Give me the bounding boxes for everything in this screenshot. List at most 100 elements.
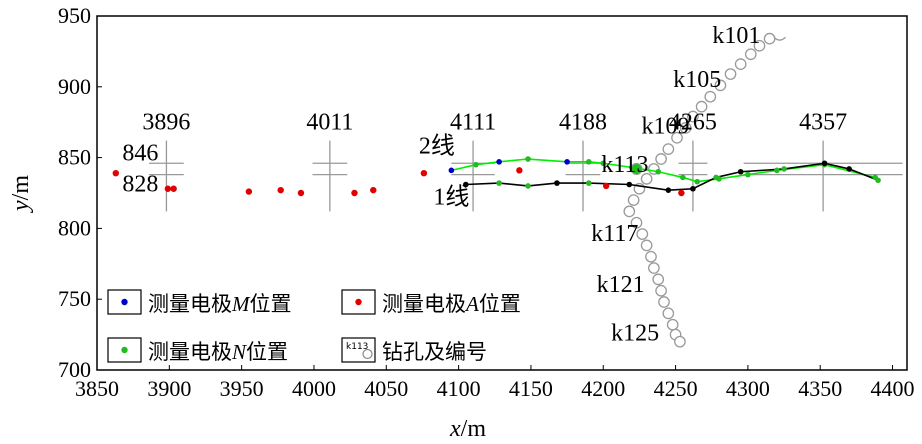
annotations: 3896 4011 4111 4188 4265 4357 k101 k105 k109 k113… <box>122 23 847 346</box>
borehole-marker <box>630 216 643 229</box>
borehole-marker <box>627 194 640 206</box>
line-2-path <box>451 158 876 183</box>
cross-label: 4111 <box>450 109 496 135</box>
x-tick-label: 4050 <box>364 376 408 401</box>
borehole-marker <box>734 58 747 70</box>
borehole-marker <box>744 48 757 61</box>
y-tick-label: 950 <box>58 3 91 28</box>
y-axis-title: y/m <box>8 175 34 213</box>
electrode-a-point <box>678 189 685 197</box>
electrode-a-point <box>602 182 610 190</box>
x-tick-label: 4400 <box>871 376 915 401</box>
borehole-marker <box>658 296 670 308</box>
line-2-point <box>585 159 592 165</box>
line-2-point <box>525 156 531 162</box>
borehole-marker <box>662 143 675 155</box>
line-1-point <box>737 168 744 175</box>
electrode-a-point <box>170 185 177 192</box>
line-1-point <box>875 177 881 184</box>
borehole-marker <box>671 131 683 144</box>
borehole-marker <box>648 262 660 274</box>
electrode-a-point <box>370 186 377 194</box>
line-1-point <box>821 160 828 167</box>
x-tick-label: 4100 <box>437 376 481 401</box>
borehole-marker <box>687 110 699 123</box>
highlight-point <box>630 162 643 176</box>
electrode-a-point <box>516 167 523 174</box>
line-1-point <box>626 181 633 188</box>
annotation-label: 828 <box>122 172 158 198</box>
borehole-marker <box>674 335 686 348</box>
legend-label: 钻孔及编号 <box>382 340 487 364</box>
legend-label: 测量电极N位置 <box>148 340 288 364</box>
cross-label: 3896 <box>142 109 190 135</box>
line-1-point <box>496 180 502 186</box>
line-2-point <box>694 178 701 185</box>
cross-label: 4188 <box>559 109 607 135</box>
borehole-label: k101 <box>712 23 760 49</box>
line-2-point <box>774 167 780 174</box>
line-1-point <box>525 183 531 189</box>
cross-label: 4265 <box>669 109 717 135</box>
borehole-label: k105 <box>673 67 721 93</box>
y-tick-label: 850 <box>58 145 91 170</box>
borehole-marker <box>662 307 675 320</box>
borehole-label: k117 <box>591 221 638 247</box>
legend-marker <box>355 298 362 306</box>
line-1-point <box>463 181 469 188</box>
borehole-label: k113 <box>601 152 648 178</box>
y-tick-label: 750 <box>58 286 91 311</box>
line-1-point <box>713 174 719 181</box>
x-tick-label: 4150 <box>509 376 553 401</box>
electrode-a-point <box>297 189 305 197</box>
y-tick-label: 800 <box>58 215 91 240</box>
legend-marker <box>121 346 128 354</box>
line-2-point <box>745 171 751 178</box>
legend-label: 测量电极A位置 <box>382 292 521 316</box>
line-2-point <box>655 168 662 175</box>
line-2-point <box>680 174 686 181</box>
line-1-point <box>781 166 787 172</box>
x-tick-label: 4200 <box>581 376 625 401</box>
y-tick-label: 900 <box>58 74 91 99</box>
line-1-point <box>554 180 560 186</box>
plot-area <box>96 15 908 371</box>
borehole-marker <box>652 273 665 286</box>
electrode-points <box>112 156 881 197</box>
electrode-a-point <box>420 169 428 177</box>
legend-marker <box>362 348 373 360</box>
line-2-point <box>473 161 479 168</box>
borehole-tail <box>773 36 786 41</box>
electrode-a-point <box>351 189 358 197</box>
boreholes <box>623 32 786 348</box>
borehole-marker <box>636 228 649 240</box>
annotation-label: 2线 <box>419 132 455 159</box>
borehole-marker <box>655 153 667 165</box>
axis-ticks: 3850 3900 3950 4000 4050 4100 4150 4200 4250 4300… <box>58 3 915 401</box>
borehole-marker <box>666 318 679 331</box>
legend-label: 测量电极M位置 <box>148 292 292 316</box>
cross-label: 4011 <box>306 109 353 135</box>
electrode-a-point <box>245 188 253 195</box>
borehole-marker <box>655 284 667 297</box>
borehole-marker <box>640 172 653 185</box>
electrode-a-point <box>277 186 284 194</box>
borehole-marker <box>645 250 657 263</box>
line-2-point <box>600 160 607 167</box>
annotation-label: 1线 <box>433 183 469 210</box>
borehole-marker <box>724 68 737 80</box>
x-tick-label: 4000 <box>292 376 336 401</box>
borehole-marker <box>763 32 776 45</box>
borehole-label: k121 <box>597 272 645 298</box>
borehole-label: k125 <box>611 320 659 346</box>
borehole-marker <box>753 39 766 52</box>
y-tick-label: 700 <box>58 357 91 382</box>
borehole-marker <box>704 90 717 103</box>
x-tick-label: 3900 <box>147 376 191 401</box>
electrode-a-point <box>112 169 120 177</box>
annotation-label: 846 <box>122 140 158 166</box>
x-tick-label: 4300 <box>726 376 770 401</box>
borehole-marker <box>679 122 692 134</box>
